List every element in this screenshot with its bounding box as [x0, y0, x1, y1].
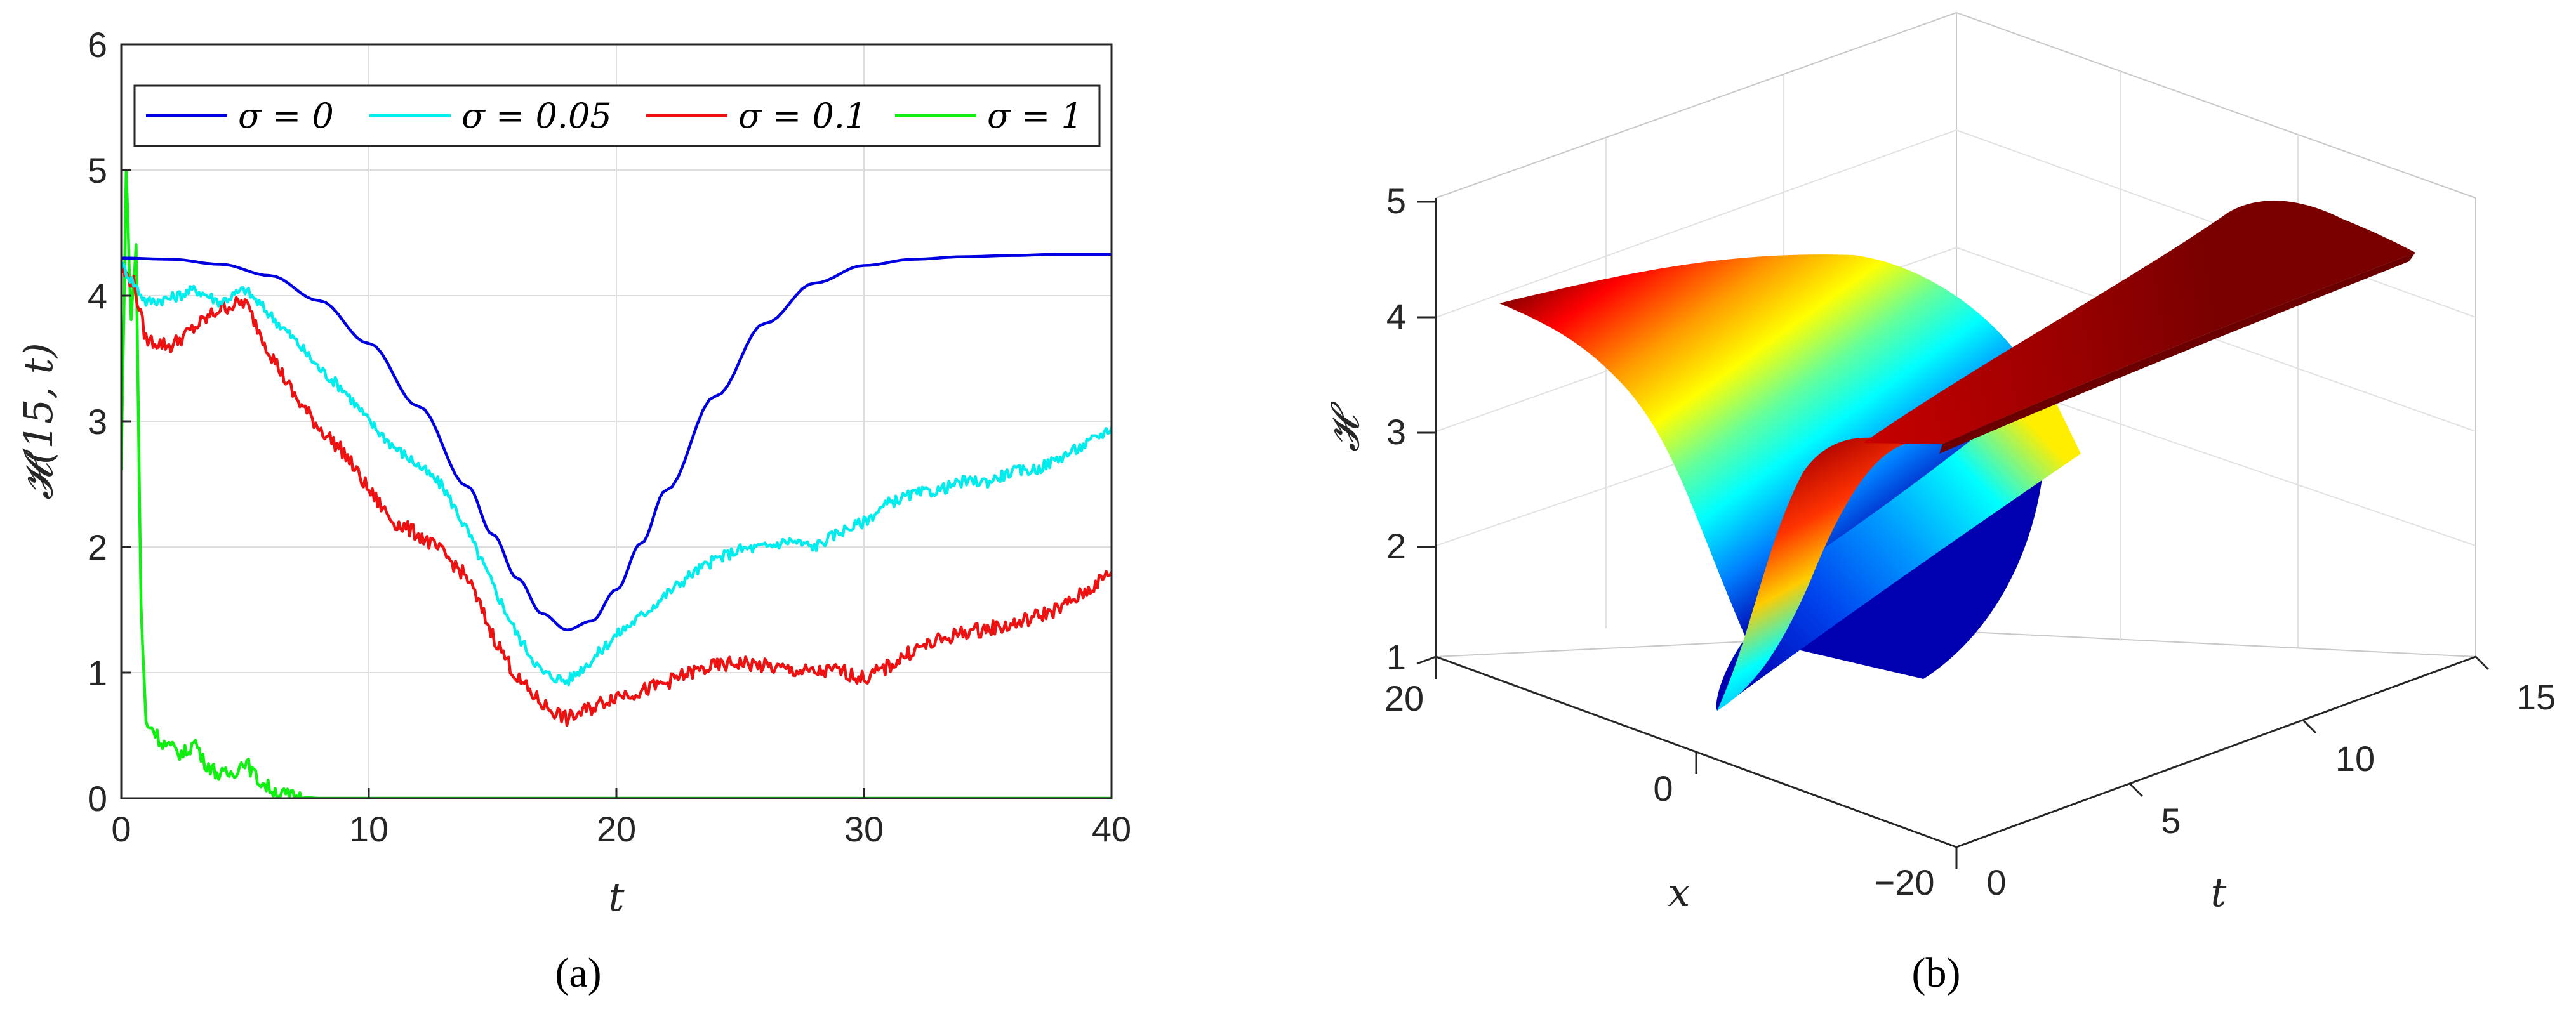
surface-ridge — [1863, 201, 2415, 444]
z-tick-label: 1 — [1386, 637, 1406, 677]
axes-front-b — [1416, 198, 2490, 869]
y-tick-label: 6 — [88, 25, 107, 65]
z-tick-label: 3 — [1386, 412, 1406, 452]
y-tick-label: 5 — [88, 150, 107, 190]
x-ticks-b: 20 0 −20 — [1384, 678, 1935, 902]
x-tick-label: 10 — [349, 809, 388, 849]
chart-a: 0 10 20 30 40 0 1 2 3 4 5 6 t 𝓗(15, t) σ = 0 σ = 0.… — [15, 25, 1131, 996]
legend-a: σ = 0 σ = 0.05 σ = 0.1 σ = 1 — [133, 84, 1101, 147]
z-tick-label: 4 — [1386, 296, 1406, 336]
z-tick-label: 2 — [1386, 526, 1406, 566]
y-tick-label: 4 — [88, 276, 107, 316]
z-tick-label: 5 — [1386, 181, 1406, 221]
t-tick-label: 0 — [1986, 862, 2006, 902]
x-tick-label: 30 — [844, 809, 884, 849]
x-tick-label: 0 — [111, 809, 131, 849]
panel-label-b: (b) — [1912, 950, 1961, 996]
surface-b — [1499, 201, 2415, 711]
legend-label-sigma-1: σ = 1 — [987, 96, 1083, 136]
legend-label-sigma-0: σ = 0 — [238, 96, 334, 136]
z-axis-label-b: 𝓗 — [1322, 401, 1368, 452]
chart-b: 1 2 3 4 5 20 0 −20 0 5 10 15 𝓗 x t (b) — [1322, 12, 2556, 996]
grid-a — [121, 44, 1112, 798]
surface-rise — [1717, 437, 1904, 711]
ticks-a: 0 10 20 30 40 0 1 2 3 4 5 6 — [88, 25, 1131, 849]
surface-ridge-edge — [1939, 253, 2415, 454]
series-line-0.1 — [121, 267, 1112, 727]
x-tick-label: 40 — [1092, 809, 1131, 849]
y-tick-label: 1 — [88, 653, 107, 693]
x-tick-label: −20 — [1875, 862, 1935, 902]
x-tick-label: 20 — [597, 809, 636, 849]
surface-back-sheet — [1499, 254, 2045, 680]
series-group-a — [121, 170, 1112, 798]
x-tick-label: 0 — [1653, 768, 1673, 808]
y-tick-label: 3 — [88, 402, 107, 442]
y-tick-label: 2 — [88, 527, 107, 567]
series-line-1 — [121, 170, 1112, 798]
surface-front-wall — [1716, 381, 2081, 711]
legend-label-sigma-0.05: σ = 0.05 — [461, 96, 612, 136]
y-tick-label: 0 — [88, 779, 107, 819]
t-axis-label-b: t — [2211, 869, 2227, 916]
t-ticks-b: 0 5 10 15 — [1986, 677, 2556, 902]
x-axis-label-a: t — [609, 874, 625, 920]
t-tick-label: 5 — [2161, 801, 2181, 841]
t-tick-label: 10 — [2335, 739, 2375, 779]
x-axis-label-b: x — [1668, 869, 1690, 916]
y-axis-label-a: 𝓗(15, t) — [15, 343, 62, 500]
legend-box-a — [133, 84, 1101, 147]
legend-label-sigma-0.1: σ = 0.1 — [738, 96, 866, 136]
t-tick-label: 15 — [2516, 677, 2556, 717]
series-line-0 — [121, 253, 1112, 631]
z-ticks-b: 1 2 3 4 5 — [1386, 181, 1406, 677]
series-line-0.05 — [121, 261, 1112, 687]
panel-label-a: (a) — [555, 950, 601, 996]
x-tick-label: 20 — [1384, 678, 1424, 718]
